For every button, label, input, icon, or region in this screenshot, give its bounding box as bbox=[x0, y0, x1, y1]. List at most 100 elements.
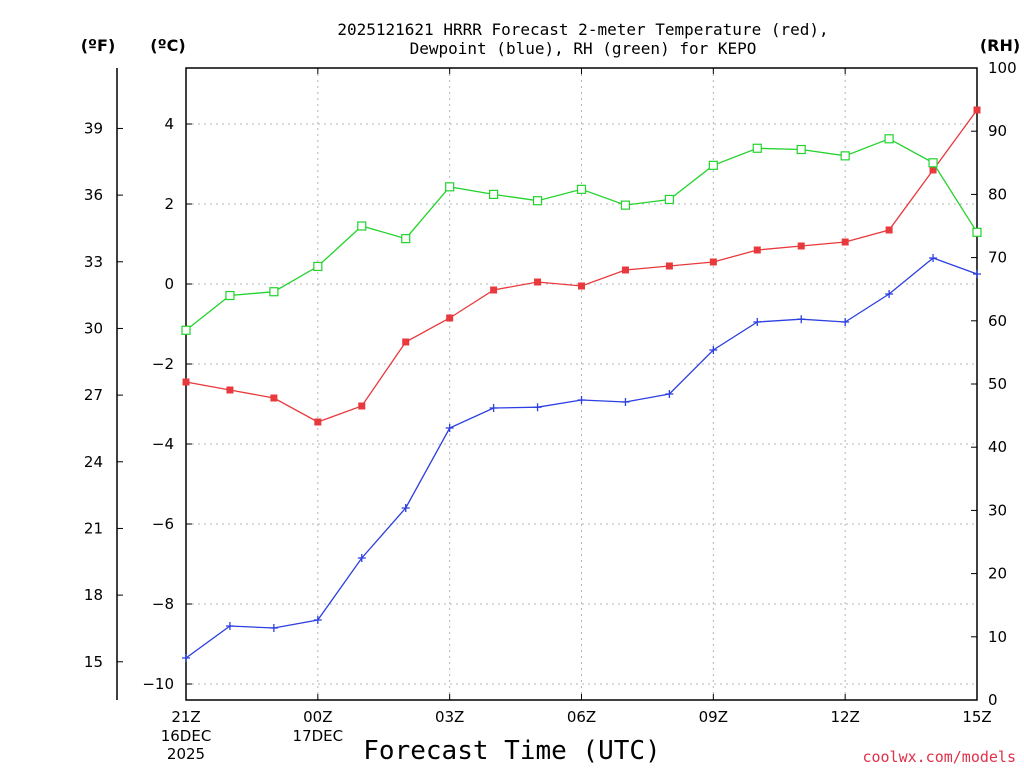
data-point-marker bbox=[357, 554, 366, 562]
series-line bbox=[185, 138, 978, 331]
data-point-marker bbox=[182, 378, 190, 386]
data-point-marker bbox=[533, 403, 542, 412]
data-point-marker bbox=[578, 282, 585, 290]
data-point-marker bbox=[225, 290, 235, 301]
data-point-marker bbox=[181, 325, 191, 335]
data-point-marker bbox=[841, 318, 850, 326]
x-tick-label: 12Z bbox=[830, 708, 859, 726]
x-tick-label: 06Z bbox=[567, 708, 596, 726]
x-tick-sublabel: 2025 bbox=[167, 745, 205, 763]
celsius-tick-label: 2 bbox=[164, 195, 174, 213]
data-point-marker bbox=[885, 226, 893, 234]
series-relative-humidity bbox=[181, 134, 982, 335]
celsius-tick-label: 0 bbox=[164, 275, 174, 293]
fahrenheit-tick-label: 18 bbox=[84, 586, 103, 604]
fahrenheit-tick-label: 24 bbox=[84, 453, 103, 471]
data-point-marker bbox=[576, 184, 587, 194]
celsius-tick-label: 4 bbox=[164, 115, 174, 133]
rh-tick-label: 80 bbox=[988, 185, 1007, 203]
data-point-marker bbox=[972, 227, 982, 237]
data-point-marker bbox=[796, 144, 806, 155]
data-point-marker bbox=[401, 504, 410, 512]
data-point-marker bbox=[841, 238, 849, 246]
series-dewpoint bbox=[182, 254, 981, 662]
x-tick-sublabel: 16DEC bbox=[161, 727, 212, 745]
chart-title-line1: 2025121621 HRRR Forecast 2-meter Tempera… bbox=[337, 20, 828, 39]
rh-tick-label: 0 bbox=[988, 691, 998, 709]
data-point-marker bbox=[182, 654, 190, 662]
data-point-marker bbox=[225, 622, 234, 630]
data-point-marker bbox=[885, 290, 894, 298]
data-point-marker bbox=[445, 182, 455, 192]
x-tick-label: 00Z bbox=[303, 708, 332, 726]
celsius-tick-label: −2 bbox=[152, 355, 174, 373]
data-point-marker bbox=[620, 200, 631, 210]
data-point-marker bbox=[929, 254, 938, 262]
data-point-marker bbox=[269, 624, 278, 632]
rh-tick-label: 60 bbox=[988, 312, 1007, 330]
data-point-marker bbox=[928, 158, 938, 168]
x-tick-label: 21Z bbox=[171, 708, 200, 726]
data-point-marker bbox=[357, 221, 367, 231]
data-point-marker bbox=[797, 315, 806, 324]
x-tick-label: 15Z bbox=[962, 708, 991, 726]
celsius-tick-label: −10 bbox=[142, 675, 174, 693]
rh-tick-label: 100 bbox=[988, 59, 1017, 77]
data-point-marker bbox=[577, 396, 586, 404]
fahrenheit-tick-label: 39 bbox=[84, 119, 103, 137]
fahrenheit-tick-label: 27 bbox=[84, 386, 103, 404]
rh-tick-label: 50 bbox=[988, 375, 1007, 393]
data-point-marker bbox=[664, 194, 674, 205]
data-point-marker bbox=[752, 143, 762, 153]
rh-tick-label: 70 bbox=[988, 249, 1007, 267]
data-point-marker bbox=[665, 390, 674, 398]
data-point-marker bbox=[708, 160, 718, 170]
x-tick-label: 09Z bbox=[699, 708, 728, 726]
rh-tick-label: 90 bbox=[988, 122, 1007, 140]
data-point-marker bbox=[709, 258, 717, 266]
data-point-marker bbox=[313, 616, 322, 624]
data-point-marker bbox=[753, 246, 761, 254]
data-point-marker bbox=[973, 106, 981, 114]
data-point-marker bbox=[532, 196, 543, 206]
x-tick-label: 03Z bbox=[435, 708, 464, 726]
rh-tick-label: 10 bbox=[988, 628, 1007, 646]
data-point-marker bbox=[226, 386, 234, 394]
data-point-marker bbox=[621, 266, 629, 274]
data-point-marker bbox=[270, 394, 278, 402]
rh-tick-label: 20 bbox=[988, 565, 1007, 583]
data-point-marker bbox=[313, 261, 323, 272]
data-point-marker bbox=[489, 404, 498, 412]
fahrenheit-tick-label: 21 bbox=[84, 519, 103, 537]
series-2-meter-temperature bbox=[182, 106, 981, 426]
plot-frame bbox=[185, 67, 978, 701]
data-point-marker bbox=[446, 314, 454, 322]
gridlines bbox=[186, 68, 977, 700]
fahrenheit-tick-label: 30 bbox=[84, 319, 103, 337]
data-point-marker bbox=[489, 189, 499, 199]
credit-text: coolwx.com/models bbox=[862, 748, 1016, 766]
data-point-marker bbox=[314, 418, 322, 426]
data-point-marker bbox=[665, 262, 673, 270]
data-point-marker bbox=[709, 346, 718, 354]
series-layer bbox=[181, 106, 982, 662]
celsius-tick-label: −8 bbox=[152, 595, 174, 613]
fahrenheit-tick-label: 15 bbox=[84, 653, 103, 671]
data-point-marker bbox=[358, 402, 366, 410]
x-axis-title: Forecast Time (UTC) bbox=[363, 736, 660, 766]
data-point-marker bbox=[840, 151, 850, 161]
data-point-marker bbox=[269, 287, 279, 297]
data-point-marker bbox=[621, 398, 630, 406]
x-tick-sublabel: 17DEC bbox=[293, 727, 344, 745]
fahrenheit-tick-label: 36 bbox=[84, 186, 103, 204]
fahrenheit-unit-label: (ºF) bbox=[81, 36, 116, 55]
data-point-marker bbox=[797, 242, 805, 250]
celsius-tick-label: −6 bbox=[152, 515, 174, 533]
data-point-marker bbox=[445, 424, 454, 432]
data-point-marker bbox=[490, 286, 498, 294]
rh-tick-label: 40 bbox=[988, 438, 1007, 456]
data-point-marker bbox=[534, 278, 542, 286]
data-point-marker bbox=[884, 134, 894, 144]
